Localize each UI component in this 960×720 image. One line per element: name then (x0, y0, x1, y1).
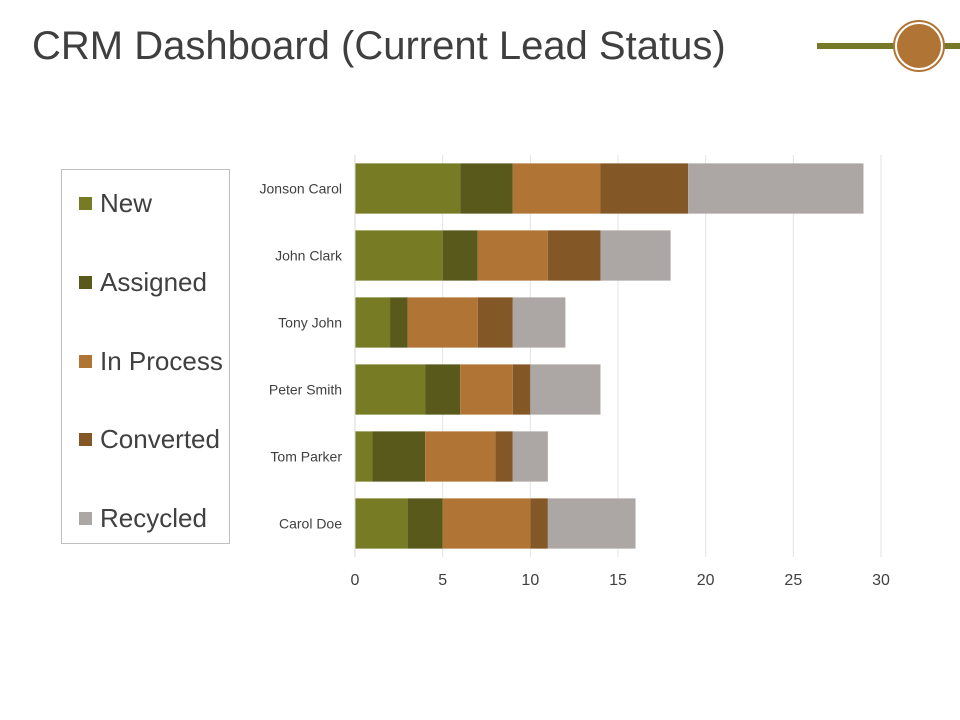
x-tick-label: 25 (784, 572, 802, 589)
category-label: Carol Doe (279, 516, 342, 532)
legend-label-new: New (100, 187, 153, 218)
bar-jonson-carol-new (355, 163, 461, 214)
bar-peter-smith-assigned (425, 364, 461, 415)
bar-tom-parker-new (355, 431, 373, 482)
decorative-circle (897, 24, 941, 68)
bar-jonson-carol-in-process (512, 163, 601, 214)
legend-swatch-in-process (79, 354, 92, 368)
category-label: Peter Smith (269, 382, 342, 398)
legend-item-recycled: Recycled (79, 503, 207, 533)
x-tick-label: 15 (609, 572, 627, 589)
legend-item-converted: Converted (79, 424, 220, 454)
bar-tom-parker-in-process (425, 431, 496, 482)
bar-jonson-carol-assigned (460, 163, 513, 214)
bar-carol-doe-converted (530, 498, 548, 549)
bar-peter-smith-recycled (530, 364, 601, 415)
bar-john-clark-new (355, 230, 443, 281)
x-tick-label: 10 (521, 572, 539, 589)
bar-john-clark-assigned (442, 230, 478, 281)
legend-swatch-new (79, 196, 92, 210)
legend-label-recycled: Recycled (100, 502, 207, 533)
bar-tony-john-new (355, 297, 391, 348)
legend-label-converted: Converted (100, 423, 220, 454)
bar-john-clark-recycled (600, 230, 671, 281)
decorative-line (817, 43, 960, 49)
bar-carol-doe-new (355, 498, 408, 549)
category-label: Tony John (278, 315, 342, 331)
bar-tony-john-in-process (407, 297, 478, 348)
legend-item-new: New (79, 188, 152, 218)
bar-jonson-carol-recycled (688, 163, 864, 214)
bar-carol-doe-assigned (407, 498, 443, 549)
bar-tony-john-assigned (390, 297, 408, 348)
legend-label-in-process: In Process (100, 345, 223, 376)
x-tick-label: 5 (438, 572, 447, 589)
legend-item-assigned: Assigned (79, 267, 207, 297)
legend-swatch-converted (79, 432, 92, 446)
page-title: CRM Dashboard (Current Lead Status) (32, 24, 726, 68)
category-label: Tom Parker (270, 449, 342, 465)
bar-peter-smith-converted (512, 364, 531, 415)
category-label: Jonson Carol (260, 181, 343, 197)
legend-item-in-process: In Process (79, 346, 223, 376)
bar-carol-doe-in-process (442, 498, 531, 549)
bar-tom-parker-converted (495, 431, 513, 482)
x-tick-label: 20 (697, 572, 715, 589)
bar-john-clark-converted (547, 230, 601, 281)
bar-tom-parker-assigned (372, 431, 426, 482)
bar-jonson-carol-converted (600, 163, 689, 214)
legend-label-assigned: Assigned (100, 266, 207, 297)
bar-tony-john-converted (477, 297, 513, 348)
chart-legend: New Assigned In Process Converted Recycl… (61, 169, 230, 544)
bar-peter-smith-new (355, 364, 426, 415)
legend-swatch-recycled (79, 511, 92, 525)
bar-carol-doe-recycled (547, 498, 636, 549)
bar-tony-john-recycled (512, 297, 566, 348)
legend-swatch-assigned (79, 275, 92, 289)
x-tick-label: 30 (872, 572, 890, 589)
bar-tom-parker-recycled (512, 431, 548, 482)
x-tick-label: 0 (351, 572, 360, 589)
bar-peter-smith-in-process (460, 364, 513, 415)
bar-john-clark-in-process (477, 230, 548, 281)
category-label: John Clark (275, 248, 343, 264)
